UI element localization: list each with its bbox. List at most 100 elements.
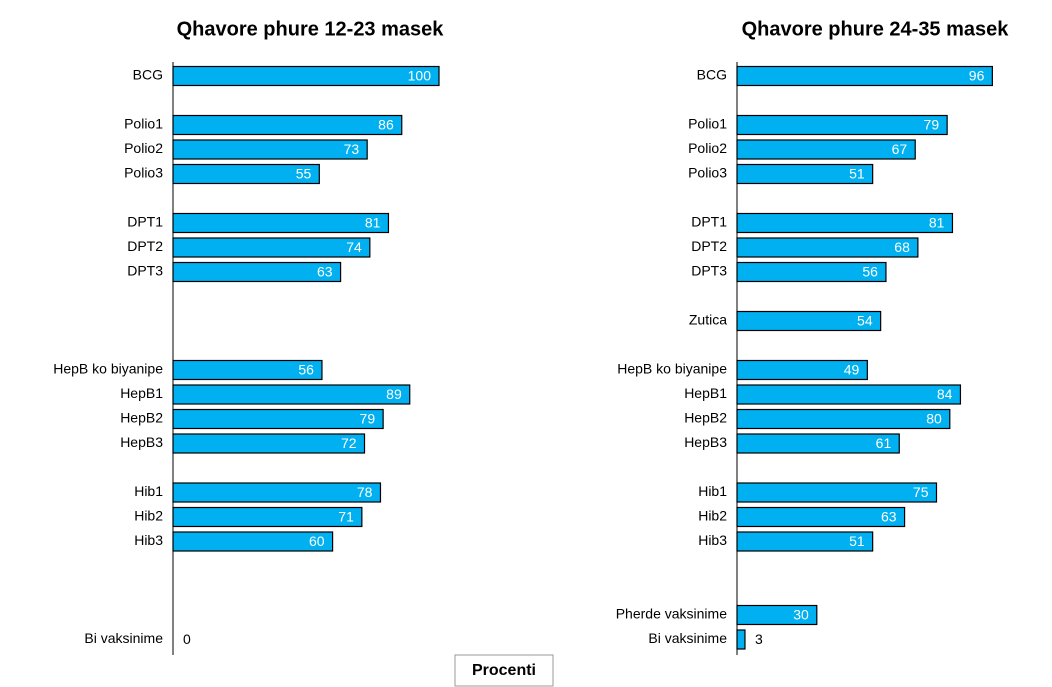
bar	[172, 261, 342, 283]
category-label: Polio1	[124, 116, 163, 132]
value-label: 78	[357, 484, 373, 500]
value-label: 49	[844, 362, 860, 378]
bar	[736, 408, 951, 430]
bar	[172, 212, 390, 234]
bar	[736, 433, 900, 454]
category-label: HepB ko biyanipe	[617, 361, 727, 377]
chart-title: Qhavore phure 24-35 masek	[742, 18, 1010, 40]
bar	[736, 310, 882, 332]
category-label: Bi vaksinime	[648, 630, 727, 646]
bar	[172, 139, 368, 160]
value-label: 79	[360, 411, 376, 427]
category-label: HepB3	[120, 434, 163, 450]
bar	[736, 604, 818, 626]
category-label: Hib1	[134, 483, 163, 499]
category-label: DPT2	[691, 238, 727, 254]
bar	[172, 359, 323, 381]
category-label: DPT1	[127, 214, 163, 230]
category-label: Hib2	[134, 508, 163, 524]
bar	[172, 506, 363, 528]
category-label: Hib1	[698, 483, 727, 499]
category-label: Bi vaksinime	[84, 630, 163, 646]
bar	[736, 384, 962, 405]
bar	[736, 139, 916, 160]
bar	[736, 261, 887, 283]
value-label: 63	[881, 509, 897, 525]
bar	[736, 65, 993, 87]
value-label: 100	[408, 68, 432, 84]
bar	[172, 237, 371, 258]
value-label: 56	[298, 362, 314, 378]
value-label: 81	[929, 215, 945, 231]
bar	[172, 408, 384, 430]
category-label: HepB2	[684, 410, 727, 426]
category-label: BCG	[697, 67, 727, 83]
value-label: 81	[365, 215, 381, 231]
bar	[736, 359, 868, 381]
category-label: DPT1	[691, 214, 727, 230]
category-label: DPT3	[691, 263, 727, 279]
value-label: 63	[317, 264, 333, 280]
bar	[172, 65, 440, 87]
x-axis-label: Procenti	[472, 662, 536, 679]
value-label: 68	[894, 239, 910, 255]
value-label: 54	[857, 313, 873, 329]
xlabel-box	[454, 654, 554, 687]
bar	[172, 114, 403, 136]
value-label: 80	[926, 411, 942, 427]
value-label: 73	[344, 141, 360, 157]
bar	[172, 482, 382, 503]
chart-title: Qhavore phure 12-23 masek	[177, 18, 445, 40]
value-label: 67	[892, 141, 908, 157]
category-label: Polio3	[124, 165, 163, 181]
bar	[172, 433, 366, 454]
bar	[736, 114, 948, 136]
value-label: 86	[378, 117, 394, 133]
category-label: HepB2	[120, 410, 163, 426]
value-label: 72	[341, 435, 357, 451]
bar	[736, 629, 746, 650]
value-label: 74	[346, 239, 362, 255]
category-label: Hib2	[698, 508, 727, 524]
category-label: Polio1	[688, 116, 727, 132]
category-label: DPT3	[127, 263, 163, 279]
bar	[172, 531, 334, 552]
category-label: Hib3	[698, 532, 727, 548]
value-label: 56	[862, 264, 878, 280]
category-label: HepB1	[120, 385, 163, 401]
value-label: 51	[849, 533, 865, 549]
category-label: Polio2	[124, 140, 163, 156]
bar	[736, 482, 938, 503]
value-label: 0	[183, 631, 191, 647]
category-label: Hib3	[134, 532, 163, 548]
bar	[172, 384, 411, 405]
value-label: 89	[386, 386, 402, 402]
category-label: Polio3	[688, 165, 727, 181]
value-label: 3	[755, 631, 763, 647]
category-label: HepB1	[684, 385, 727, 401]
bar	[736, 212, 954, 234]
bar	[172, 163, 320, 185]
category-label: DPT2	[127, 238, 163, 254]
value-label: 61	[876, 435, 892, 451]
bar	[736, 506, 906, 528]
category-label: HepB ko biyanipe	[53, 361, 163, 377]
value-label: 96	[969, 68, 985, 84]
category-label: Zutica	[689, 312, 727, 328]
category-label: Polio2	[688, 140, 727, 156]
value-label: 84	[937, 386, 953, 402]
bar	[736, 163, 874, 185]
value-label: 75	[913, 484, 929, 500]
category-label: Pherde vaksinime	[616, 606, 727, 622]
value-label: 71	[338, 509, 354, 525]
category-label: HepB3	[684, 434, 727, 450]
value-label: 79	[924, 117, 940, 133]
value-label: 60	[309, 533, 325, 549]
value-label: 55	[296, 166, 312, 182]
value-label: 30	[793, 607, 809, 623]
category-label: BCG	[133, 67, 163, 83]
value-label: 51	[849, 166, 865, 182]
bar	[736, 237, 919, 258]
bar	[736, 531, 874, 552]
